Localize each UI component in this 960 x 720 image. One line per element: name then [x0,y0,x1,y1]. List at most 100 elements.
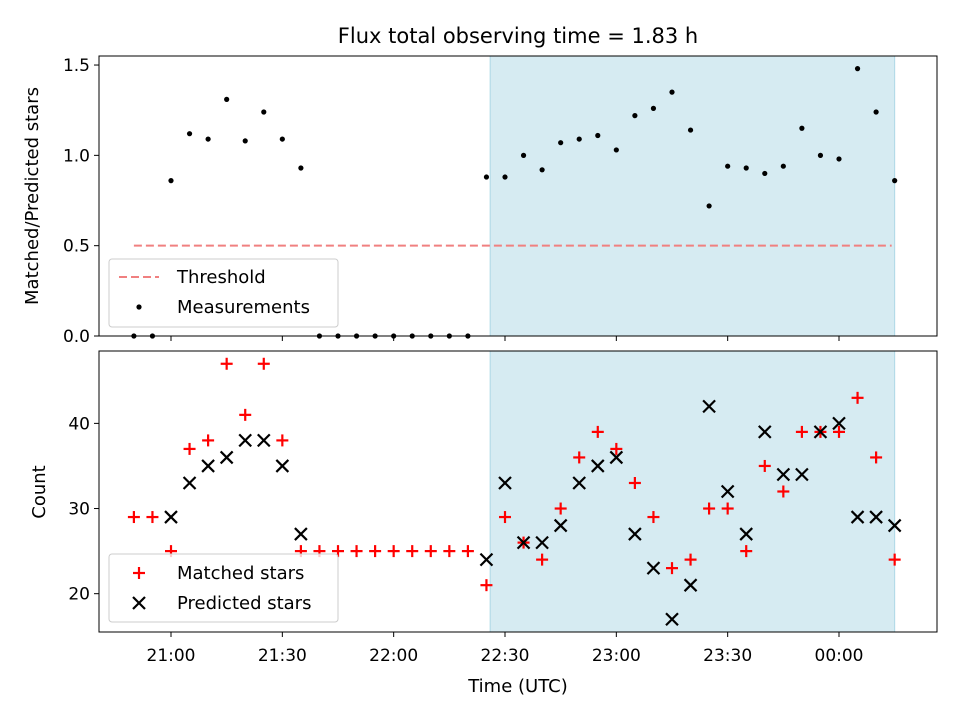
matched-star-point [257,357,270,370]
measurement-point [520,152,527,158]
measurement-point [854,66,861,72]
measurement-point [261,109,267,115]
predicted-star-point [590,459,605,473]
measurement-point [799,125,805,131]
predicted-star-point [869,510,883,524]
measurement-point [632,113,638,119]
matched-star-point [888,553,901,566]
predicted-star-point [795,467,809,482]
measurement-point [762,170,768,177]
matched-star-point [666,562,678,575]
x-tick-label: 22:00 [369,646,418,666]
predicted-star-point [609,450,624,465]
matched-star-point [239,408,252,421]
count-y-label: Count [29,465,50,518]
matched-star-point [684,553,697,566]
measurement-point [650,105,657,111]
measurement-point [725,163,731,169]
predicted-star-point [887,518,902,533]
legend-matched-label: Matched stars [177,563,304,584]
count-shaded-region [489,350,896,633]
predicted-star-point [201,459,215,473]
measurement-point [186,131,193,137]
matched-star-point [703,502,716,515]
predicted-star-point [535,535,549,550]
ratio-y-tick-label: 0.5 [63,237,90,257]
matched-star-point [721,502,734,515]
matched-star-point [851,391,864,404]
x-tick-label: 23:30 [703,646,752,666]
measurement-point [780,163,786,169]
measurement-point [576,136,582,142]
matched-star-point [350,545,363,558]
matched-stars-points [127,357,901,592]
matched-star-point [480,579,493,592]
predicted-star-point [776,467,791,482]
count-y-tick-label: 30 [68,500,90,520]
matched-star-point [740,545,753,558]
ratio-y-axis: 0.0 0.5 1.0 1.5 [63,56,99,347]
measurement-point [706,203,712,209]
measurement-point [168,178,174,184]
predicted-star-point [757,425,772,439]
predicted-star-point [683,578,698,592]
predicted-star-point [256,433,271,448]
predicted-star-point [294,527,308,541]
predicted-star-point [553,518,568,533]
predicted-star-point [646,561,661,575]
predicted-stars-points [164,399,902,627]
matched-star-point [591,425,604,438]
matched-star-point [777,485,790,498]
predicted-star-point [739,527,754,541]
predicted-star-point [275,459,290,473]
matched-star-point [146,511,159,524]
matched-star-point [276,434,289,447]
predicted-star-point [813,425,828,439]
legend-predicted-swatch [132,596,146,610]
matched-star-point [499,511,511,524]
matched-star-point [833,425,845,438]
predicted-star-point [164,510,178,524]
predicted-star-point [219,450,234,465]
measurement-point [558,140,564,146]
x-tick-label: 22:30 [481,646,530,666]
measurement-point [613,147,619,153]
predicted-star-point [850,510,865,524]
chart-title: Flux total observing time = 1.83 h [338,24,698,48]
measurement-point [595,132,601,139]
matched-star-point [795,425,808,438]
predicted-star-point [832,416,846,431]
ratio-axes-frame [98,55,938,337]
count-axes-frame [98,350,938,633]
ratio-shaded-region [489,55,896,337]
ratio-legend-box [108,258,339,328]
matched-star-point [536,553,549,566]
matched-star-point [647,511,660,524]
matched-star-point [443,545,456,558]
measurement-point [483,174,490,180]
x-axis-label: Time (UTC) [467,676,568,697]
matched-star-point [387,545,400,558]
matched-star-point [369,545,382,558]
matched-star-point [610,442,623,455]
legend-matched-swatch [133,567,145,579]
count-y-axis: 20 30 40 [68,414,99,605]
count-y-tick-label: 40 [68,414,90,434]
measurement-point [892,178,898,184]
matched-star-point [461,545,474,558]
matched-star-point [573,451,586,464]
predicted-star-point [479,552,494,567]
legend-threshold-label: Threshold [176,267,266,288]
measurement-point [669,89,675,95]
matched-star-point [220,357,233,370]
ratio-y-tick-label: 1.5 [63,56,90,76]
measurement-point [279,136,285,142]
matched-star-point [202,434,215,447]
ratio-panel: 0.0 0.5 1.0 1.5 Matched/Predicted stars Thr… [22,55,938,347]
predicted-star-point [182,476,197,490]
count-legend: Matched stars Predicted stars [108,553,339,623]
ratio-y-tick-label: 1.0 [63,146,90,166]
measurement-point [502,174,508,180]
predicted-star-point [702,399,716,414]
